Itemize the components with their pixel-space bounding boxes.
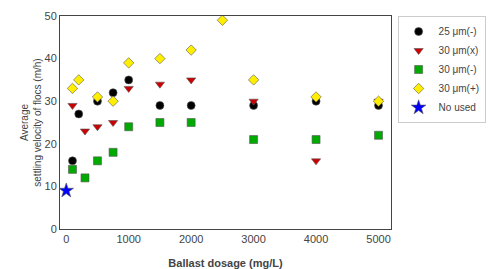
svg-text:No used: No used bbox=[439, 102, 476, 113]
svg-text:50: 50 bbox=[45, 10, 57, 22]
svg-text:30 μm(+): 30 μm(+) bbox=[439, 83, 480, 94]
svg-text:5000: 5000 bbox=[366, 233, 390, 245]
svg-text:20: 20 bbox=[45, 138, 57, 150]
svg-text:Averagesettling velocity of fl: Averagesettling velocity of flocs (m/h) bbox=[19, 58, 43, 186]
svg-text:30 μm(-): 30 μm(-) bbox=[439, 64, 477, 75]
svg-text:1000: 1000 bbox=[116, 233, 140, 245]
svg-text:0: 0 bbox=[51, 223, 57, 235]
svg-text:10: 10 bbox=[45, 180, 57, 192]
svg-text:3000: 3000 bbox=[241, 233, 265, 245]
svg-text:0: 0 bbox=[63, 233, 69, 245]
svg-text:40: 40 bbox=[45, 52, 57, 64]
svg-text:2000: 2000 bbox=[179, 233, 203, 245]
svg-text:4000: 4000 bbox=[304, 233, 328, 245]
svg-text:25 μm(-): 25 μm(-) bbox=[439, 26, 477, 37]
svg-text:Ballast dosage (mg/L): Ballast dosage (mg/L) bbox=[168, 257, 283, 269]
svg-text:30 μm(x): 30 μm(x) bbox=[439, 45, 479, 56]
svg-text:30: 30 bbox=[45, 95, 57, 107]
